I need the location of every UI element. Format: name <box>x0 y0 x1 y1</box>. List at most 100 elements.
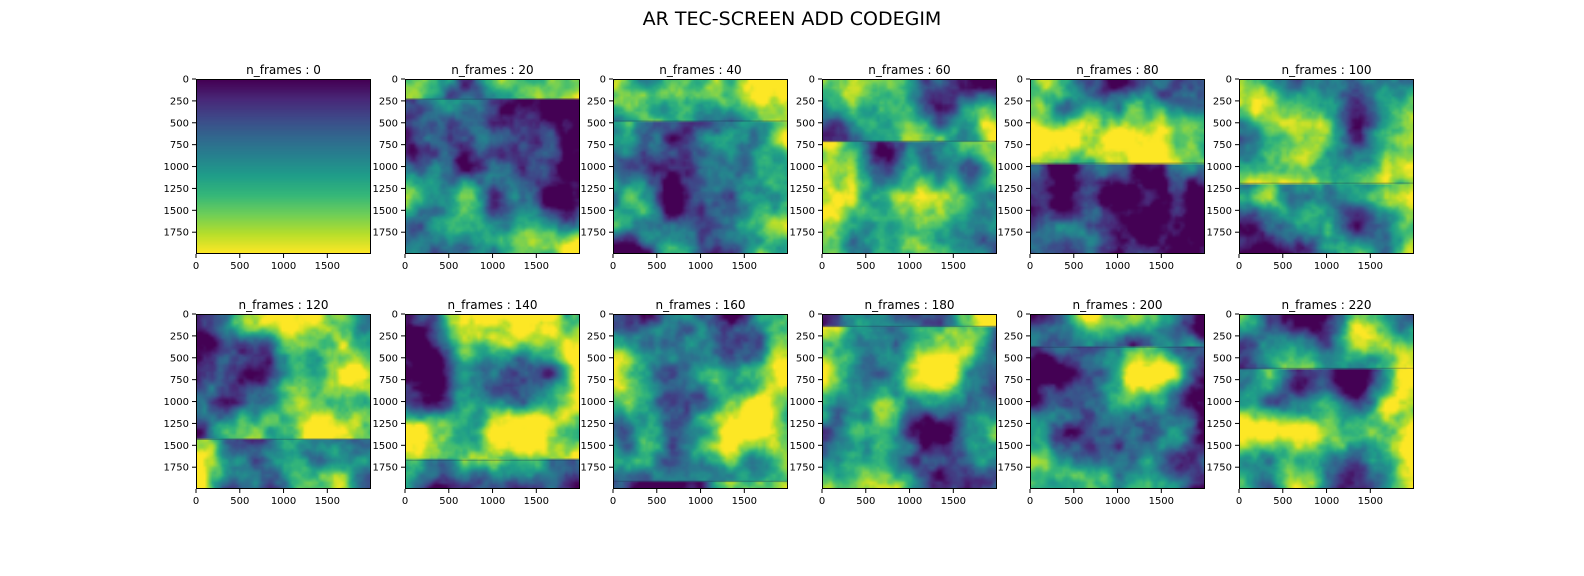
y-tick-label: 0 <box>183 75 189 86</box>
subplot-120: n_frames : 120 0 500 1000 1500 0 250 500 750 1000… <box>164 298 371 507</box>
y-tick-label: 250 <box>1213 331 1232 342</box>
x-tick-label: 500 <box>1064 496 1083 507</box>
subplot-20: n_frames : 20 0 500 1000 1500 0 250 500 750 1000 1… <box>373 63 580 272</box>
subplot-160: n_frames : 160 0 500 1000 1500 0 250 500 750 1000… <box>581 298 788 507</box>
y-tick-label: 0 <box>1226 75 1232 86</box>
y-tick-label: 1250 <box>1207 419 1232 430</box>
subplot-100: n_frames : 100 0 500 1000 1500 0 250 500 750 1000… <box>1207 63 1414 272</box>
y-tick-label: 1750 <box>998 463 1023 474</box>
y-tick-label: 1000 <box>581 397 606 408</box>
x-tick-label: 0 <box>1027 496 1033 507</box>
y-tick-label: 0 <box>809 75 815 86</box>
y-tick-label: 250 <box>1213 96 1232 107</box>
y-tick-label: 1000 <box>373 162 398 173</box>
y-tick-label: 1250 <box>581 419 606 430</box>
y-tick-label: 250 <box>796 96 815 107</box>
y-tick-label: 0 <box>1017 75 1023 86</box>
x-tick-label: 0 <box>819 261 825 272</box>
y-tick-label: 500 <box>170 353 189 364</box>
x-tick-label: 500 <box>439 496 458 507</box>
x-tick-label: 0 <box>610 496 616 507</box>
y-tick-label: 0 <box>1226 310 1232 321</box>
y-tick-label: 1750 <box>373 228 398 239</box>
y-tick-label: 1250 <box>790 184 815 195</box>
y-tick-label: 500 <box>1004 353 1023 364</box>
y-tick-label: 750 <box>379 375 398 386</box>
subplot-140: n_frames : 140 0 500 1000 1500 0 250 500 750 1000… <box>373 298 580 507</box>
y-tick-label: 1500 <box>164 441 189 452</box>
x-tick-label: 1500 <box>1358 496 1383 507</box>
y-tick-label: 1250 <box>1207 184 1232 195</box>
subplot-title: n_frames : 40 <box>659 63 741 77</box>
y-tick-label: 1250 <box>790 419 815 430</box>
x-tick-label: 500 <box>1273 261 1292 272</box>
y-tick-label: 750 <box>1213 375 1232 386</box>
y-tick-label: 500 <box>1004 118 1023 129</box>
subplot-title: n_frames : 140 <box>447 298 537 312</box>
x-tick-label: 0 <box>1236 496 1242 507</box>
y-tick-label: 1500 <box>1207 206 1232 217</box>
y-tick-label: 1000 <box>1207 162 1232 173</box>
y-tick-label: 1250 <box>164 184 189 195</box>
heatmap-image <box>196 79 371 254</box>
y-tick-label: 750 <box>379 140 398 151</box>
subplot-80: n_frames : 80 0 500 1000 1500 0 250 500 750 1000 1… <box>998 63 1205 272</box>
x-tick-label: 500 <box>230 496 249 507</box>
x-tick-label: 1500 <box>1149 261 1174 272</box>
x-tick-label: 1500 <box>941 496 966 507</box>
y-tick-label: 1250 <box>373 184 398 195</box>
y-tick-label: 1250 <box>998 184 1023 195</box>
x-tick-label: 0 <box>610 261 616 272</box>
axes-frame <box>405 314 580 489</box>
y-tick-label: 1000 <box>581 162 606 173</box>
x-tick-label: 500 <box>647 261 666 272</box>
y-tick-label: 1000 <box>1207 397 1232 408</box>
x-tick-label: 1000 <box>480 261 505 272</box>
x-tick-label: 1000 <box>480 496 505 507</box>
subplot-title: n_frames : 180 <box>864 298 954 312</box>
y-tick-label: 1500 <box>373 206 398 217</box>
y-tick-label: 250 <box>587 331 606 342</box>
subplot-title: n_frames : 20 <box>451 63 533 77</box>
y-tick-label: 1750 <box>164 228 189 239</box>
x-tick-label: 0 <box>402 261 408 272</box>
subplot-title: n_frames : 100 <box>1281 63 1371 77</box>
y-tick-label: 1750 <box>790 463 815 474</box>
heatmap-image <box>1239 314 1414 489</box>
y-tick-label: 500 <box>796 353 815 364</box>
x-tick-label: 0 <box>819 496 825 507</box>
x-tick-label: 500 <box>1273 496 1292 507</box>
subplot-40: n_frames : 40 0 500 1000 1500 0 250 500 750 1000 1… <box>581 63 788 272</box>
y-tick-label: 250 <box>379 96 398 107</box>
y-tick-label: 1750 <box>1207 228 1232 239</box>
y-tick-label: 500 <box>587 353 606 364</box>
x-tick-label: 1000 <box>1105 496 1130 507</box>
subplot-title: n_frames : 220 <box>1281 298 1371 312</box>
y-tick-label: 0 <box>600 75 606 86</box>
y-tick-label: 1250 <box>998 419 1023 430</box>
subplot-220: n_frames : 220 0 500 1000 1500 0 250 500 750 1000… <box>1207 298 1414 507</box>
y-tick-label: 0 <box>392 75 398 86</box>
x-tick-label: 500 <box>647 496 666 507</box>
y-tick-label: 250 <box>379 331 398 342</box>
heatmap-image <box>822 79 997 254</box>
heatmap-image <box>196 314 371 489</box>
x-tick-label: 0 <box>402 496 408 507</box>
y-tick-label: 1000 <box>164 397 189 408</box>
axes-frame <box>405 79 580 254</box>
y-tick-label: 1000 <box>373 397 398 408</box>
x-tick-label: 1000 <box>271 496 296 507</box>
axes-frame <box>196 79 371 254</box>
x-tick-label: 500 <box>1064 261 1083 272</box>
axes-frame <box>1030 79 1205 254</box>
x-tick-label: 1500 <box>1149 496 1174 507</box>
y-tick-label: 500 <box>796 118 815 129</box>
y-tick-label: 750 <box>170 140 189 151</box>
y-tick-label: 1000 <box>164 162 189 173</box>
axes-frame <box>1030 314 1205 489</box>
y-tick-label: 750 <box>587 375 606 386</box>
subplot-title: n_frames : 160 <box>655 298 745 312</box>
x-tick-label: 500 <box>230 261 249 272</box>
subplot-180: n_frames : 180 0 500 1000 1500 0 250 500 750 1000… <box>790 298 997 507</box>
